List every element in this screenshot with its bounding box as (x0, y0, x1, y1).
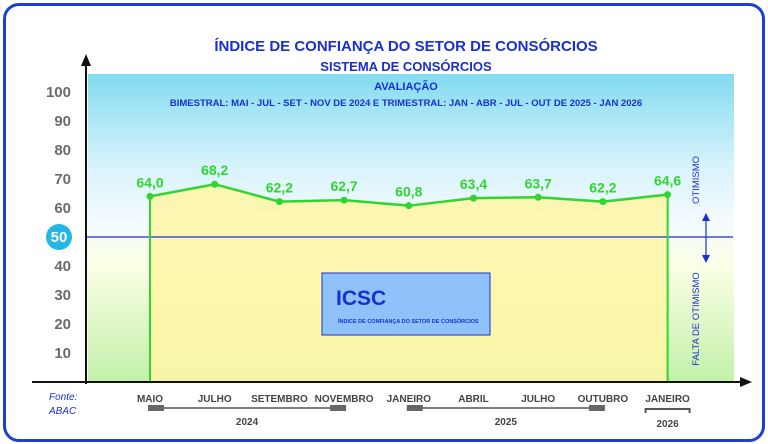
y-tick-label: 70 (54, 171, 71, 188)
source-name: ABAC (48, 406, 77, 417)
y-tick-label: 100 (46, 84, 71, 101)
data-point (534, 193, 542, 201)
y-tick-label: 80 (54, 142, 71, 159)
x-tick-label: ABRIL (458, 394, 489, 405)
reference-badge (46, 224, 72, 250)
optimism-arrows (702, 213, 710, 263)
data-point (211, 180, 219, 188)
data-label: 68,2 (201, 162, 228, 178)
x-tick-label: JANEIRO (387, 394, 432, 405)
y-tick-label: 90 (54, 113, 71, 130)
chart-subtitle-schedule: BIMESTRAL: MAI - JUL - SET - NOV DE 2024… (170, 98, 642, 109)
source-label: Fonte: (49, 392, 78, 403)
data-label: 64,0 (136, 174, 163, 190)
data-label: 60,8 (395, 184, 422, 200)
y-tick-label: 60 (54, 200, 71, 217)
data-point (146, 192, 154, 200)
chart-title: ÍNDICE DE CONFIANÇA DO SETOR DE CONSÓRCI… (214, 37, 597, 55)
data-point (275, 198, 283, 206)
x-tick-label: JULHO (521, 394, 555, 405)
data-label: 64,6 (654, 173, 681, 189)
y-axis-arrowhead (81, 54, 91, 66)
legend-box-subtitle: ÍNDICE DE CONFIANÇA DO SETOR DE CONSÓRCI… (338, 317, 479, 325)
legend-box (321, 272, 491, 336)
y-tick-label: 10 (54, 345, 71, 362)
data-point (340, 196, 348, 204)
y-tick-label: 30 (54, 287, 71, 304)
x-tick-label: JANEIRO (645, 394, 690, 405)
y-tick-label: 40 (54, 258, 71, 275)
x-axis-arrowhead (740, 377, 752, 387)
year-label: 2025 (495, 417, 518, 428)
x-tick-label: MAIO (137, 394, 163, 405)
x-tick-label: NOVEMBRO (315, 394, 374, 405)
x-tick-label: SETEMBRO (251, 394, 308, 405)
y-tick-label: 20 (54, 316, 71, 333)
year-bracket-cap (406, 405, 423, 411)
year-bracket-cap (588, 405, 605, 411)
x-tick-label: OUTUBRO (578, 394, 629, 405)
chart-subtitle-evaluation: AVALIAÇÃO (374, 80, 438, 93)
data-label: 62,2 (589, 180, 616, 196)
lack-of-optimism-label: FALTA DE OTIMISMO (691, 272, 702, 366)
legend-box-title: ICSC (336, 287, 386, 310)
data-label: 63,4 (460, 176, 487, 192)
year-bracket-cap (330, 405, 347, 411)
data-point (664, 191, 672, 199)
year-bracket-cap (148, 405, 164, 411)
data-point (405, 202, 413, 210)
reference-badge-label: 50 (51, 229, 68, 246)
year-label: 2024 (236, 417, 259, 428)
data-point (599, 198, 607, 206)
data-label: 62,7 (330, 178, 357, 194)
data-label: 62,2 (266, 180, 293, 196)
data-point (470, 194, 477, 202)
x-tick-label: JULHO (198, 394, 232, 405)
optimism-label: OTIMISMO (691, 156, 702, 204)
year-label: 2026 (656, 419, 679, 430)
data-label: 63,7 (525, 175, 552, 191)
chart-subtitle: SISTEMA DE CONSÓRCIOS (320, 59, 492, 74)
